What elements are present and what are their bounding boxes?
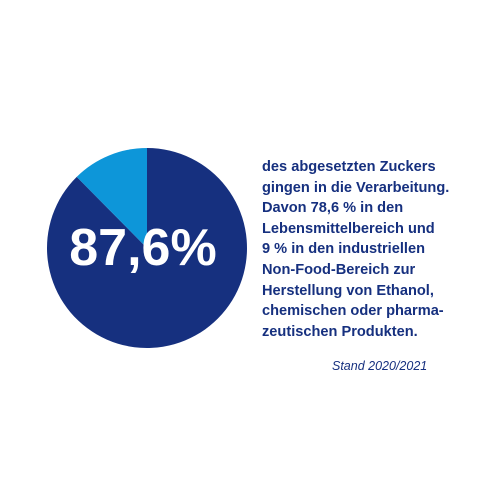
- center-percentage-label: 87,6%: [69, 219, 216, 277]
- description-line: Non-Food-Bereich zur: [262, 261, 416, 278]
- source-note: Stand 2020/2021: [332, 359, 428, 373]
- pie-chart: 87,6%: [47, 148, 247, 348]
- description-line: des abgesetzten Zuckers: [262, 159, 436, 175]
- pie-slice-remainder: [76, 148, 147, 248]
- description-line: gingen in die Verarbeitung.: [262, 179, 450, 196]
- description-line: Lebensmittelbereich und: [262, 220, 435, 237]
- pie-slice-main: [47, 148, 247, 348]
- description-line: Davon 78,6 % in den: [262, 200, 404, 217]
- description-text: des abgesetzten Zuckers gingen in die Ve…: [262, 157, 492, 342]
- description-line: Herstellung von Ethanol,: [262, 282, 434, 299]
- description-line: zeutischen Produkten.: [262, 323, 418, 340]
- description-line: 9 % in den industriellen: [262, 241, 425, 258]
- description-line: chemischen oder pharma-: [262, 303, 444, 320]
